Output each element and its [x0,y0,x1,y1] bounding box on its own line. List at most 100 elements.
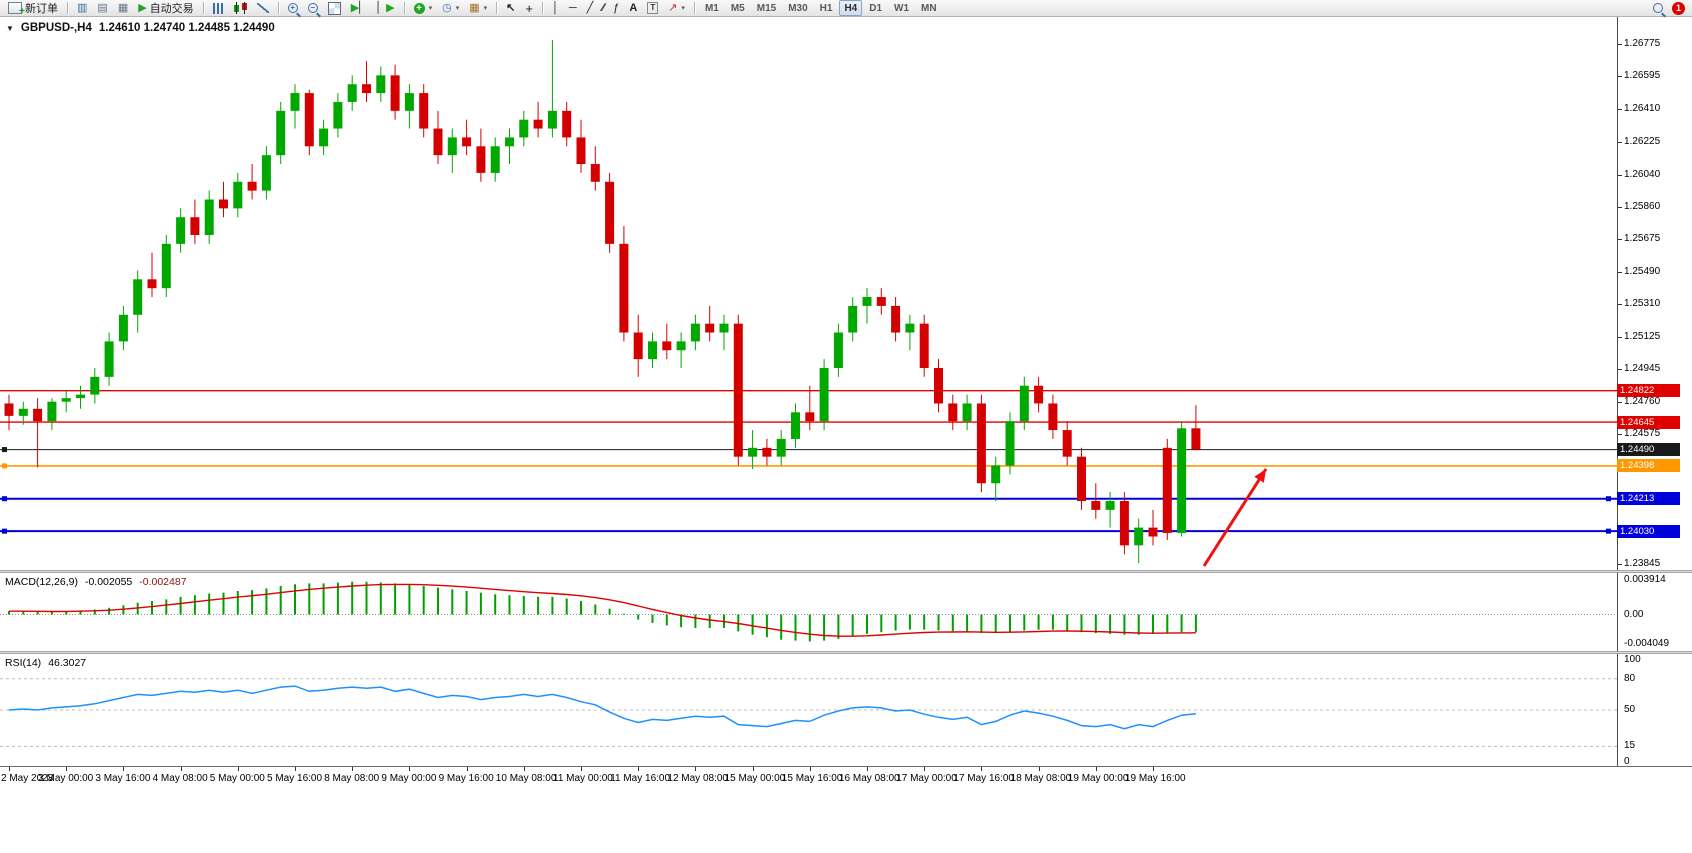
indicator-plus-icon: + [413,2,425,14]
new-order-button[interactable]: + 新订单 [4,0,62,17]
rsi-panel[interactable]: RSI(14) 46.3027 100 80 50 15 0 [0,654,1692,767]
tile-windows-button[interactable] [324,0,345,17]
macd-name: MACD(12,26,9) [5,576,78,588]
timeframe-mn-button[interactable]: MN [921,2,937,14]
panel-splitter[interactable] [0,570,1692,573]
price-tick-mark [1617,239,1622,241]
time-tick-mark [1038,767,1040,771]
price-tick: 1.24575 [1624,428,1661,440]
time-tick-mark [809,767,811,771]
equidistant-channel-button[interactable]: ∕∕ [599,0,607,17]
text-button[interactable]: A [625,0,641,17]
rsi-label: RSI(14) 46.3027 [5,657,86,669]
time-axis[interactable]: 2 May 2023 3 May 00:00 3 May 16:00 4 May 08… [0,766,1692,793]
price-tick-mark [1617,141,1622,143]
time-label: 18 May 08:00 [1010,773,1072,784]
time-label: 19 May 00:00 [1067,773,1129,784]
time-tick-mark [180,767,182,771]
zoom-in-button[interactable]: + [284,0,302,17]
fibonacci-button[interactable]: ƒ [609,0,623,17]
bar-chart-button[interactable] [209,0,228,17]
timeframe-m30-button[interactable]: M30 [788,2,808,14]
crosshair-button[interactable]: + [521,0,537,17]
price-tick: 1.25675 [1624,233,1661,245]
price-plot-area[interactable] [0,17,1617,570]
periods-button[interactable]: ◷ ▾ [438,0,463,17]
fibo-icon: ƒ [613,1,620,14]
time-tick-mark [409,767,411,771]
timeframe-w1-button[interactable]: W1 [894,2,910,14]
price-tick: 1.24945 [1624,362,1661,374]
macd-plot-area[interactable] [0,573,1617,651]
price-tick: 1.26040 [1624,168,1661,180]
price-level-badge: 1.24490 [1617,443,1680,457]
time-label: 2 May 2023 [1,773,54,784]
macd-scale-min: -0.004049 [1624,638,1670,649]
rsi-plot-area[interactable] [0,654,1617,766]
macd-scale-zero: 0.00 [1624,608,1644,620]
horizontal-line-button[interactable]: ─ [565,0,581,17]
time-label: 3 May 16:00 [95,773,151,784]
price-tick: 1.23845 [1624,557,1661,569]
timeframe-m15-button[interactable]: M15 [756,2,777,14]
price-chart-panel[interactable]: GBPUSD-,H4 1.24610 1.24740 1.24485 1.244… [0,17,1692,570]
cursor-button[interactable]: ↖ [502,0,519,17]
macd-signal-value: -0.002487 [139,576,187,588]
rsi-scale-tick: 15 [1624,740,1636,752]
new-order-icon: + [8,2,25,17]
time-tick-mark [695,767,697,771]
macd-scale-max: 0.003914 [1624,574,1666,585]
arrows-button[interactable]: ↗ ▾ [664,0,689,17]
chart-shift-button[interactable]: ▏ ▶ [374,0,399,17]
new-order-button-label: 新订单 [25,3,58,15]
price-tick: 1.26595 [1624,70,1661,82]
price-tick: 1.25860 [1624,200,1661,212]
search-button[interactable] [1649,0,1667,17]
auto-scroll-button[interactable]: ▶ ▏ [347,0,372,17]
template-icon: ▦ [469,1,480,14]
tile-icon [327,1,341,15]
timeframe-m1-button[interactable]: M1 [704,2,719,14]
price-tick-mark [1617,206,1622,208]
magnifier-icon [1653,3,1663,13]
time-label: 9 May 16:00 [438,773,494,784]
panel-splitter[interactable] [0,651,1692,654]
macd-panel[interactable]: MACD(12,26,9) -0.002055 -0.002487 0.0039… [0,573,1692,651]
arrow-icon: ↗ [668,1,678,14]
line-chart-button[interactable] [253,0,273,17]
timeframe-m5-button[interactable]: M5 [730,2,745,14]
timeframe-d1-button[interactable]: D1 [869,2,883,14]
vertical-line-button[interactable]: │ [548,0,563,17]
terminal-button[interactable]: ▦ [114,0,132,17]
time-tick-mark [638,767,640,771]
timeframe-h1-button[interactable]: H1 [819,2,833,14]
zoom-out-button[interactable]: − [304,0,322,17]
price-tick: 1.24760 [1624,395,1661,407]
charts-button[interactable]: ▥ [73,0,91,17]
trendline-button[interactable]: ╱ [583,0,598,17]
time-tick-mark [466,767,468,771]
zoom-out-icon: − [307,3,318,13]
one-click-trading-toggle[interactable] [6,22,14,34]
time-tick-mark [924,767,926,771]
candles-icon [233,2,247,14]
text-label-button[interactable]: T [643,0,662,17]
crosshair-icon: + [525,0,533,16]
candlestick-chart-button[interactable] [230,0,251,17]
time-tick-mark [237,767,239,771]
indicators-button[interactable]: + ▾ [410,0,437,17]
rsi-scale-tick: 80 [1624,672,1636,684]
timeframe-h4-button[interactable]: H4 [839,0,863,16]
time-tick-mark [581,767,582,771]
list-icon: ▤ [97,1,108,14]
time-tick-mark [66,767,68,771]
notification-badge[interactable]: 1 [1672,1,1685,15]
data-window-button[interactable]: ▤ [93,0,111,17]
rsi-scale-tick: 100 [1624,654,1641,665]
templates-button[interactable]: ▦ ▾ [465,0,491,17]
line-icon [256,3,269,13]
auto-trading-button[interactable]: ▶ 自动交易 [134,0,197,17]
price-tick: 1.26775 [1624,38,1661,50]
price-tick: 1.26225 [1624,135,1661,147]
